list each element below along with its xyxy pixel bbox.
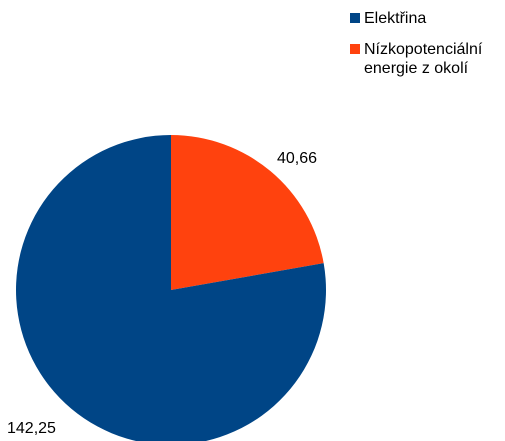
pie-slices bbox=[16, 135, 326, 441]
legend-swatch-0 bbox=[350, 13, 360, 23]
legend-label-1: Nízkopotenciální energie z okolí bbox=[364, 41, 483, 77]
legend: Elektřina Nízkopotenciální energie z okolí bbox=[350, 10, 483, 77]
data-label-1: 40,66 bbox=[277, 150, 317, 167]
data-label-0: 142,25 bbox=[7, 420, 56, 437]
legend-label-0: Elektřina bbox=[364, 10, 426, 27]
legend-swatch-1 bbox=[350, 44, 360, 54]
pie-slice-0 bbox=[16, 135, 326, 441]
pie-slice-1 bbox=[171, 135, 324, 290]
data-labels: 142,25 40,66 bbox=[7, 150, 317, 437]
